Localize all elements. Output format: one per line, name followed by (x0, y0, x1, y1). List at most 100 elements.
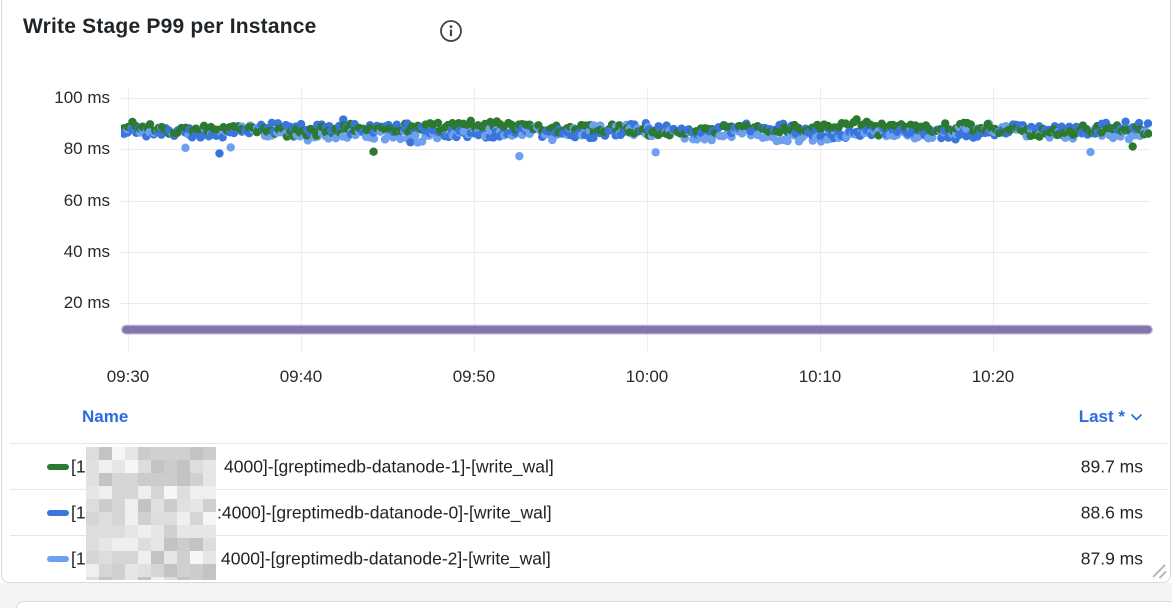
panel-title[interactable]: Write Stage P99 per Instance (23, 15, 317, 38)
redaction-pixel (138, 564, 151, 577)
redaction-pixel (164, 577, 177, 580)
redaction-pixel (177, 538, 190, 551)
redaction-pixel (138, 473, 151, 486)
redaction-pixel (190, 447, 203, 460)
redaction-pixel (151, 512, 164, 525)
redaction-pixel (190, 473, 203, 486)
redaction-pixel (99, 512, 112, 525)
redaction-pixel (151, 538, 164, 551)
redaction-pixel (190, 512, 203, 525)
redaction-pixel (164, 499, 177, 512)
redaction-pixel (177, 564, 190, 577)
redaction-pixel (164, 447, 177, 460)
redaction-pixel (138, 447, 151, 460)
series-name-prefix: [1 (71, 502, 86, 523)
redaction-pixel (86, 460, 99, 473)
x-axis-label: 09:40 (279, 367, 323, 386)
series-marker (47, 464, 69, 470)
row-separator (10, 443, 1167, 444)
y-axis-label: 100 ms (54, 88, 110, 107)
redaction-pixel (203, 499, 216, 512)
redaction-pixel (177, 551, 190, 564)
redaction-pixel (203, 512, 216, 525)
redaction-pixel (203, 577, 216, 580)
y-axis-label: 20 ms (63, 293, 110, 312)
series-name-prefix: [1 (71, 456, 86, 477)
redaction-pixel (177, 525, 190, 538)
redaction-pixel (86, 538, 99, 551)
redaction-pixel (164, 473, 177, 486)
redaction-pixel (177, 486, 190, 499)
chevron-down-icon (1131, 413, 1142, 420)
redaction-pixel (125, 564, 138, 577)
legend-name-header[interactable]: Name (82, 407, 129, 426)
series-value: 87.9 ms (1080, 548, 1143, 569)
redaction-blur (86, 447, 222, 580)
redaction-pixel (125, 460, 138, 473)
redaction-pixel (203, 447, 216, 460)
legend-row[interactable]: [1 4000]-[greptimedb-datanode-2]-[write_w… (2, 536, 1170, 582)
x-axis-label: 10:00 (625, 367, 669, 386)
redaction-pixel (125, 447, 138, 460)
info-icon[interactable] (439, 19, 463, 43)
redaction-pixel (112, 473, 125, 486)
redaction-pixel (164, 512, 177, 525)
redaction-pixel (151, 525, 164, 538)
redaction-pixel (99, 473, 112, 486)
redaction-pixel (203, 460, 216, 473)
row-separator (10, 535, 1167, 536)
legend-row[interactable]: [1 :4000]-[greptimedb-datanode-0]-[write_… (2, 490, 1170, 536)
redaction-pixel (86, 577, 99, 580)
redaction-pixel (125, 486, 138, 499)
redaction-pixel (203, 538, 216, 551)
legend-last-header-label: Last * (1078, 407, 1125, 426)
redaction-pixel (112, 499, 125, 512)
redaction-pixel (151, 499, 164, 512)
row-separator (10, 489, 1167, 490)
redaction-pixel (138, 577, 151, 580)
panel-resize-handle[interactable] (1150, 562, 1167, 579)
redaction-pixel (138, 512, 151, 525)
redaction-pixel (112, 577, 125, 580)
redaction-pixel (151, 473, 164, 486)
redaction-pixel (164, 551, 177, 564)
redaction-pixel (203, 525, 216, 538)
redaction-pixel (112, 512, 125, 525)
series-name: 4000]-[greptimedb-datanode-2]-[write_wal… (221, 548, 551, 569)
redaction-pixel (125, 525, 138, 538)
redaction-pixel (177, 499, 190, 512)
legend-last-header[interactable]: Last * (1079, 407, 1143, 427)
redaction-pixel (99, 538, 112, 551)
redaction-pixel (138, 499, 151, 512)
redaction-pixel (86, 447, 99, 460)
redaction-pixel (177, 447, 190, 460)
redaction-pixel (86, 473, 99, 486)
redaction-pixel (138, 460, 151, 473)
redaction-pixel (190, 538, 203, 551)
redaction-pixel (125, 551, 138, 564)
redaction-pixel (112, 525, 125, 538)
redaction-pixel (86, 499, 99, 512)
legend-row[interactable]: [1 4000]-[greptimedb-datanode-1]-[write_w… (2, 444, 1170, 490)
redaction-pixel (99, 564, 112, 577)
redaction-pixel (125, 512, 138, 525)
redaction-pixel (112, 447, 125, 460)
redaction-pixel (99, 460, 112, 473)
redaction-pixel (151, 551, 164, 564)
redaction-pixel (86, 564, 99, 577)
redaction-pixel (190, 577, 203, 580)
redaction-pixel (151, 564, 164, 577)
redaction-pixel (164, 525, 177, 538)
redaction-pixel (86, 525, 99, 538)
redaction-pixel (138, 551, 151, 564)
redaction-pixel (112, 551, 125, 564)
series-name: :4000]-[greptimedb-datanode-0]-[write_wa… (217, 502, 552, 523)
write-stage-p99-panel: Write Stage P99 per Instance 100 ms 80 ms… (1, 0, 1171, 583)
y-axis-label: 80 ms (63, 139, 110, 159)
y-axis-label: 60 ms (63, 190, 110, 210)
redaction-pixel (138, 486, 151, 499)
redaction-pixel (177, 460, 190, 473)
redaction-pixel (177, 512, 190, 525)
redaction-pixel (177, 473, 190, 486)
